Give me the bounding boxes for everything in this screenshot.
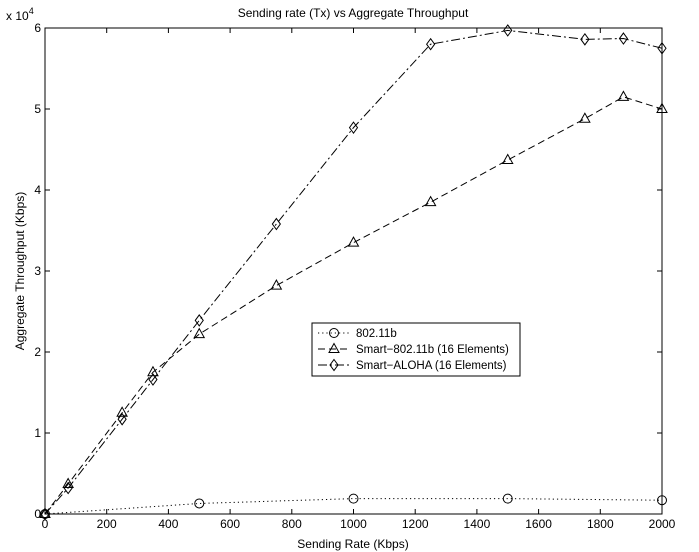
y-tick-label: 3 <box>34 264 41 278</box>
data-point <box>657 41 667 55</box>
legend-label: Smart−802.11b (16 Elements) <box>356 344 509 356</box>
x-axis-label: Sending Rate (Kbps) <box>297 537 408 551</box>
x-tick-label: 600 <box>220 517 240 531</box>
y-multiplier-label: x 104 <box>6 6 34 23</box>
data-point <box>657 495 667 506</box>
legend-label: Smart−ALOHA (16 Elements) <box>356 360 507 372</box>
plot-area <box>44 27 663 515</box>
y-axis-label: Aggregate Throughput (Kbps) <box>13 192 27 351</box>
data-point <box>271 217 281 231</box>
data-point <box>347 236 360 247</box>
data-point <box>348 121 359 134</box>
data-point <box>617 90 630 101</box>
series-layer <box>39 24 668 521</box>
legend-label: 802.11b <box>356 328 397 340</box>
x-tick-label: 200 <box>97 517 117 531</box>
data-point <box>424 195 437 207</box>
y-tick-label: 2 <box>34 345 41 359</box>
data-point <box>618 32 629 45</box>
data-point <box>116 406 128 417</box>
legend-marker <box>329 328 339 338</box>
data-point <box>656 102 668 113</box>
x-tick-label: 800 <box>282 517 302 531</box>
data-point <box>270 279 283 290</box>
x-tick-label: 1600 <box>525 517 552 531</box>
data-point <box>348 493 359 504</box>
legend: 802.11b Smart−802.11b (16 Elements) Smart−… <box>311 322 521 377</box>
x-tick-label: 1400 <box>464 517 491 531</box>
y-tick-label: 5 <box>34 102 41 116</box>
data-point <box>117 412 127 426</box>
y-tick-label: 0 <box>34 507 41 521</box>
data-point <box>502 493 513 504</box>
legend-marker <box>329 358 339 372</box>
data-point <box>193 327 206 339</box>
data-point <box>580 32 590 46</box>
data-point <box>426 37 436 51</box>
y-tick-label: 4 <box>34 183 41 197</box>
chart-title: Sending rate (Tx) vs Aggregate Throughpu… <box>238 6 469 20</box>
y-tick-label: 1 <box>34 426 41 440</box>
series-line <box>44 96 663 515</box>
data-point <box>147 365 159 377</box>
series-line <box>44 29 663 515</box>
data-point <box>194 498 205 509</box>
axis-ticks: 0 200 400 600 800 1000 1200 1400 1600 1800 2000 0 1 2… <box>34 21 675 531</box>
x-tick-label: 400 <box>158 517 178 531</box>
data-point <box>148 373 158 386</box>
y-tick-label: 6 <box>34 21 41 35</box>
data-point <box>579 112 591 123</box>
x-tick-label: 2000 <box>649 517 676 531</box>
data-point <box>40 507 50 521</box>
legend-marker <box>328 342 340 353</box>
x-tick-label: 1800 <box>587 517 614 531</box>
data-point <box>503 24 513 37</box>
x-tick-label: 1200 <box>402 517 429 531</box>
x-tick-label: 1000 <box>340 517 367 531</box>
series-diamond <box>40 24 667 521</box>
x-tick-label: 0 <box>42 517 49 531</box>
data-point <box>63 481 73 495</box>
data-point <box>501 153 514 165</box>
data-point <box>39 507 51 518</box>
data-point <box>194 314 204 327</box>
